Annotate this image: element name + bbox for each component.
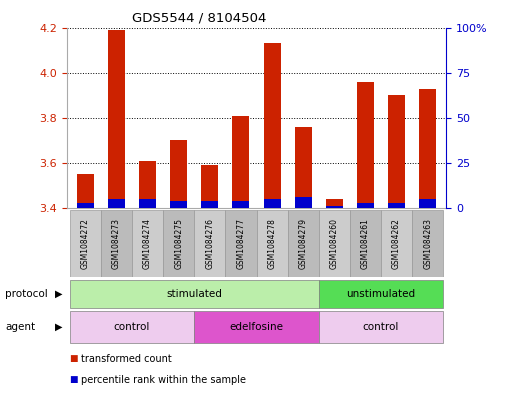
Bar: [108, 30, 125, 208]
Text: control: control: [114, 322, 150, 332]
Bar: [412, 210, 443, 277]
Text: GSM1084277: GSM1084277: [236, 218, 245, 269]
Bar: [294, 127, 312, 208]
Bar: [388, 95, 405, 208]
Text: control: control: [363, 322, 399, 332]
Bar: [357, 203, 374, 208]
Bar: [419, 199, 436, 208]
Text: edelfosine: edelfosine: [229, 322, 284, 332]
Bar: [194, 210, 225, 277]
Bar: [381, 210, 412, 277]
Bar: [70, 312, 194, 343]
Bar: [388, 203, 405, 208]
Bar: [132, 210, 163, 277]
Text: ■: ■: [69, 375, 78, 384]
Bar: [77, 174, 94, 208]
Bar: [201, 165, 219, 208]
Text: GDS5544 / 8104504: GDS5544 / 8104504: [132, 12, 267, 25]
Bar: [225, 210, 256, 277]
Text: transformed count: transformed count: [81, 354, 172, 364]
Text: agent: agent: [5, 322, 35, 332]
Bar: [264, 199, 281, 208]
Bar: [419, 88, 436, 208]
Bar: [288, 210, 319, 277]
Bar: [326, 206, 343, 208]
Bar: [326, 199, 343, 208]
Text: unstimulated: unstimulated: [346, 289, 416, 299]
Bar: [108, 199, 125, 208]
Text: GSM1084260: GSM1084260: [330, 218, 339, 269]
Bar: [170, 201, 187, 208]
Bar: [139, 161, 156, 208]
Bar: [170, 140, 187, 208]
Bar: [232, 201, 249, 208]
Bar: [264, 43, 281, 208]
Bar: [70, 280, 319, 308]
Text: percentile rank within the sample: percentile rank within the sample: [81, 375, 246, 385]
Text: GSM1084276: GSM1084276: [205, 218, 214, 269]
Text: GSM1084279: GSM1084279: [299, 218, 308, 269]
Bar: [232, 116, 249, 208]
Bar: [163, 210, 194, 277]
Bar: [319, 280, 443, 308]
Text: stimulated: stimulated: [166, 289, 222, 299]
Bar: [319, 210, 350, 277]
Text: GSM1084273: GSM1084273: [112, 218, 121, 269]
Text: GSM1084262: GSM1084262: [392, 218, 401, 269]
Bar: [357, 82, 374, 208]
Text: ▶: ▶: [55, 289, 63, 299]
Bar: [194, 312, 319, 343]
Text: ▶: ▶: [55, 322, 63, 332]
Bar: [139, 199, 156, 208]
Text: protocol: protocol: [5, 289, 48, 299]
Text: GSM1084274: GSM1084274: [143, 218, 152, 269]
Bar: [256, 210, 288, 277]
Text: GSM1084272: GSM1084272: [81, 218, 90, 269]
Bar: [294, 197, 312, 208]
Bar: [77, 203, 94, 208]
Bar: [201, 201, 219, 208]
Bar: [101, 210, 132, 277]
Text: GSM1084261: GSM1084261: [361, 218, 370, 269]
Text: GSM1084275: GSM1084275: [174, 218, 183, 269]
Bar: [319, 312, 443, 343]
Text: GSM1084278: GSM1084278: [268, 218, 277, 269]
Text: ■: ■: [69, 354, 78, 363]
Bar: [70, 210, 101, 277]
Bar: [350, 210, 381, 277]
Text: GSM1084263: GSM1084263: [423, 218, 432, 269]
